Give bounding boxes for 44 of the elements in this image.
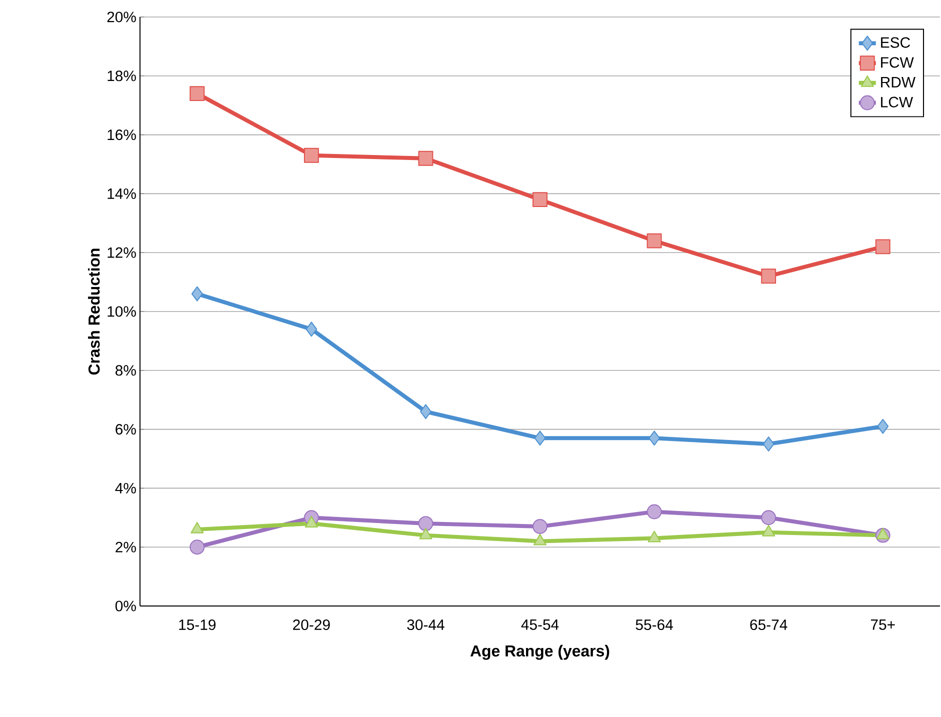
y-tick-label: 10%	[108, 306, 136, 317]
point	[646, 233, 662, 248]
point	[534, 430, 546, 446]
y-tick-label: 12%	[108, 247, 136, 258]
x-tick-label: 55-64	[636, 619, 673, 630]
y-axis-title: Crash Reduction	[88, 248, 100, 375]
x-tick-label: 15-19	[179, 619, 216, 630]
legend-label: ESC	[881, 37, 910, 48]
y-tick-label: 0%	[115, 600, 136, 612]
point	[762, 436, 774, 452]
y-tick-label: 6%	[116, 424, 136, 435]
point	[304, 516, 318, 528]
y-tick-label: 2%	[116, 542, 136, 552]
point	[418, 150, 434, 166]
y-tick-label: 18%	[108, 70, 136, 82]
point	[761, 510, 776, 526]
point	[191, 286, 203, 302]
legend-label: FCW	[881, 57, 914, 68]
legend-label: RDW	[881, 77, 916, 88]
point	[418, 516, 434, 532]
point	[190, 86, 205, 102]
point	[306, 322, 318, 337]
y-tick-label: 14%	[108, 188, 136, 199]
point	[877, 418, 889, 434]
y-tick-label: 20%	[107, 12, 136, 22]
point	[190, 540, 205, 555]
x-tick-label: 75+	[870, 619, 895, 630]
point	[304, 148, 319, 163]
x-tick-label: 45-54	[521, 619, 559, 630]
point	[646, 504, 662, 520]
point	[761, 268, 776, 284]
y-tick-label: 8%	[116, 365, 136, 376]
point	[875, 239, 890, 254]
y-tick-label: 4%	[115, 482, 136, 494]
x-tick-label: 30-44	[407, 619, 444, 630]
y-tick-label: 16%	[108, 130, 136, 140]
point	[532, 192, 548, 208]
point	[532, 519, 548, 534]
x-tick-label: 65-74	[750, 619, 788, 630]
x-axis-title: Age Range (years)	[470, 644, 610, 660]
point	[648, 430, 660, 446]
legend-label: LCW	[881, 96, 913, 108]
x-tick-label: 20-29	[293, 619, 330, 630]
point	[420, 404, 432, 420]
